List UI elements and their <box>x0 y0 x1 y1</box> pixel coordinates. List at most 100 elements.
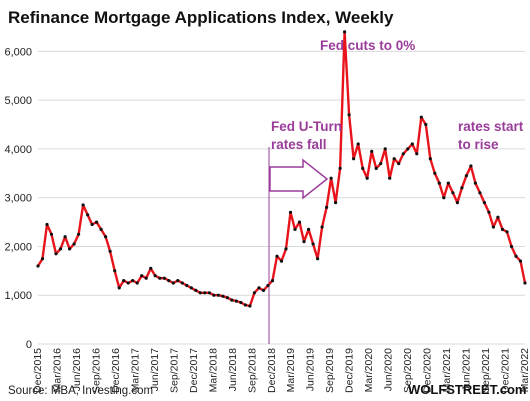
data-point <box>460 186 464 190</box>
data-point <box>491 225 495 229</box>
x-tick-label: Mar/2018 <box>207 348 219 393</box>
annotation-rates-rise-line1: rates start <box>458 119 524 134</box>
data-point <box>135 281 139 285</box>
x-tick-label: Jun/2017 <box>149 348 161 391</box>
data-point <box>63 235 67 239</box>
data-point <box>45 222 49 227</box>
data-point <box>356 142 360 146</box>
x-tick-label: Dec/2018 <box>266 348 278 393</box>
data-point <box>207 291 211 295</box>
data-point <box>464 174 468 178</box>
x-tick-label: Dec/2020 <box>422 348 434 393</box>
data-point <box>167 279 171 283</box>
data-point <box>221 294 225 298</box>
data-point <box>81 203 85 207</box>
data-point <box>334 201 338 205</box>
data-point <box>487 210 491 214</box>
data-point <box>171 281 175 285</box>
data-point <box>108 249 112 253</box>
data-point <box>473 181 477 185</box>
data-point <box>347 113 351 117</box>
data-point <box>361 166 365 170</box>
data-point <box>455 201 459 205</box>
data-point <box>338 166 342 170</box>
data-point <box>433 171 437 175</box>
data-point <box>406 147 410 151</box>
data-point <box>275 254 279 258</box>
x-tick-label: Jun/2019 <box>305 348 317 391</box>
x-tick-label: Sep/2020 <box>402 348 414 393</box>
data-point <box>496 215 500 219</box>
annotation-fed-uturn-line2: rates fall <box>271 137 327 152</box>
data-point <box>500 227 505 231</box>
data-point <box>325 205 329 209</box>
data-point <box>518 259 523 263</box>
data-point <box>365 176 369 180</box>
data-point <box>329 176 333 180</box>
data-point <box>410 142 414 146</box>
data-point <box>54 252 58 256</box>
x-tick-label: Sep/2017 <box>168 348 180 393</box>
data-point <box>320 225 324 229</box>
data-point <box>311 242 315 246</box>
data-point <box>370 149 374 153</box>
data-point <box>189 286 193 290</box>
data-point <box>126 281 130 285</box>
data-point <box>194 288 198 292</box>
data-point <box>415 152 419 156</box>
y-tick-label: 6,000 <box>4 46 32 58</box>
data-point <box>352 157 356 161</box>
annotation-fed-uturn-line1: Fed U-Turn <box>271 119 342 134</box>
data-point <box>216 293 220 297</box>
x-tick-label: Mar/2016 <box>51 348 63 393</box>
x-tick-label: Sep/2019 <box>324 348 336 393</box>
x-tick-label: Mar/2017 <box>129 348 141 393</box>
data-point <box>316 257 320 261</box>
data-point <box>144 276 148 280</box>
data-point <box>261 288 266 292</box>
data-point <box>117 286 121 290</box>
x-tick-label: Jun/2021 <box>461 348 473 391</box>
data-point <box>424 122 428 127</box>
x-tick-label: Jun/2018 <box>227 348 239 391</box>
fed-uturn-arrow <box>269 158 329 200</box>
x-tick-label: Mar/2020 <box>363 348 375 393</box>
y-axis: 0 1,000 2,000 3,000 4,000 5,000 6,000 <box>4 46 32 351</box>
data-point <box>243 303 247 307</box>
data-point <box>234 299 238 303</box>
data-point <box>428 157 432 161</box>
y-tick-label: 1,000 <box>4 290 32 302</box>
data-point <box>185 283 189 288</box>
source-note: Source: MBA, Investing.com <box>8 385 153 397</box>
y-tick-label: 5,000 <box>4 95 32 107</box>
x-tick-label: Dec/2021 <box>500 348 512 393</box>
annotation-fed-cuts: Fed cuts to 0% <box>320 38 415 53</box>
data-point <box>397 162 401 166</box>
x-tick-label: Dec/2015 <box>32 348 44 393</box>
annotation-rates-rise-line2: to rise <box>458 137 499 152</box>
x-tick-label: Dec/2016 <box>110 348 122 393</box>
data-point <box>180 281 184 285</box>
data-point <box>523 281 527 285</box>
data-point <box>230 298 234 302</box>
data-point <box>482 201 486 205</box>
data-point <box>514 254 518 258</box>
y-tick-label: 4,000 <box>4 144 32 156</box>
x-axis: Dec/2015 Mar/2016 Jun/2016 Sep/2016 Dec/2016… <box>32 348 530 393</box>
x-tick-label: Sep/2021 <box>480 348 492 393</box>
data-point <box>505 230 509 234</box>
brand-watermark: WOLFSTREET.com <box>408 382 526 397</box>
data-point <box>279 259 284 263</box>
data-point <box>374 166 378 170</box>
chart-title: Refinance Mortgage Applications Index, W… <box>8 8 394 27</box>
data-point <box>198 291 202 295</box>
grid-lines <box>38 50 525 345</box>
data-point <box>379 162 383 166</box>
data-point <box>401 152 405 156</box>
data-point <box>158 276 162 280</box>
data-point <box>419 115 423 119</box>
x-tick-label: Mar/2022 <box>519 348 530 393</box>
data-point <box>99 227 103 231</box>
data-point <box>162 276 166 280</box>
